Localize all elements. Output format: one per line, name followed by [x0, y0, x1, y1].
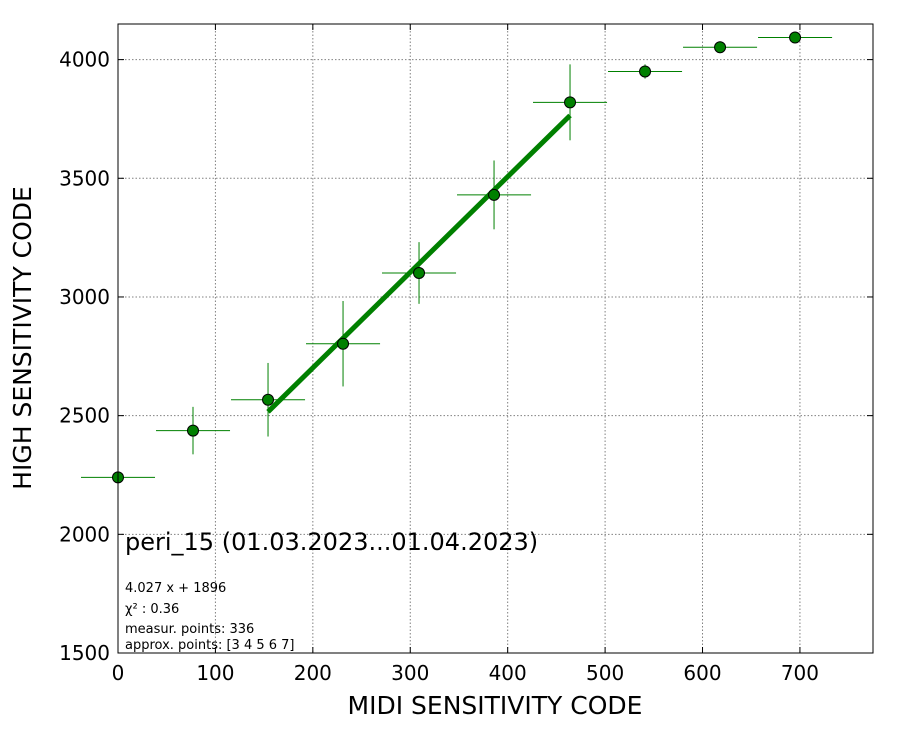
- data-point: [639, 65, 652, 78]
- chart-title: peri_15 (01.03.2023...01.04.2023): [125, 528, 538, 556]
- grid: [118, 24, 873, 653]
- y-axis-ticks: 1500 2000 2500 3000 3500 4000: [59, 48, 873, 665]
- x-tick-label: 200: [294, 661, 332, 685]
- y-tick-label: 3000: [59, 285, 110, 309]
- data-point: [714, 41, 727, 54]
- x-axis-ticks: 0 100 200 300 400 500 600 700: [112, 24, 819, 685]
- x-axis-label: MIDI SENSITIVITY CODE: [348, 691, 643, 720]
- data-point: [337, 337, 350, 350]
- x-tick-label: 0: [112, 661, 125, 685]
- y-tick-label: 1500: [59, 641, 110, 665]
- y-tick-label: 4000: [59, 48, 110, 72]
- x-tick-label: 300: [391, 661, 429, 685]
- x-tick-label: 600: [683, 661, 721, 685]
- chi-square-label: χ² : 0.36: [125, 602, 179, 617]
- data-point: [564, 96, 577, 109]
- approx-points-label: approx. points: [3 4 5 6 7]: [125, 638, 295, 653]
- measured-points-label: measur. points: 336: [125, 622, 254, 637]
- x-tick-label: 700: [781, 661, 819, 685]
- data-point: [413, 266, 426, 279]
- data-series: [80, 31, 833, 484]
- data-point: [789, 31, 802, 44]
- x-tick-label: 400: [489, 661, 527, 685]
- data-point: [488, 188, 501, 201]
- fit-equation: 4.027 x + 1896: [125, 581, 226, 596]
- x-tick-label: 100: [196, 661, 234, 685]
- x-tick-label: 500: [586, 661, 624, 685]
- data-point: [187, 424, 200, 437]
- plot-frame: [117, 23, 874, 654]
- data-point: [262, 393, 275, 406]
- fit-line: [266, 113, 572, 414]
- y-axis-label: HIGH SENSITIVITY CODE: [8, 186, 37, 490]
- y-tick-label: 2500: [59, 404, 110, 428]
- y-tick-label: 3500: [59, 166, 110, 190]
- y-tick-label: 2000: [59, 522, 110, 546]
